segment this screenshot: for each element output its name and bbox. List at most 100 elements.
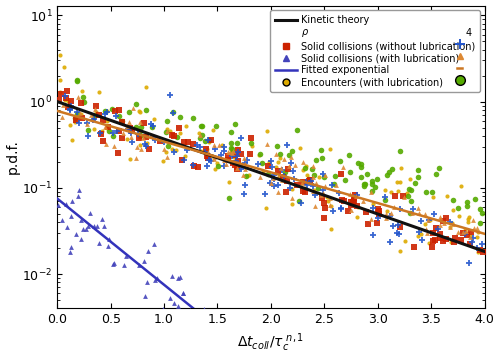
Point [72,117,80,123]
Point [344,208,352,214]
Point [202,146,210,152]
Point [341,177,349,183]
Point [362,210,370,215]
Point [78,115,86,121]
Point [338,198,345,203]
Point [154,275,162,281]
Point [476,220,484,226]
Point [368,231,376,237]
Point [92,103,100,109]
Point [326,147,334,152]
Point [134,136,142,141]
Point [168,132,176,138]
Point [146,146,154,152]
Point [293,182,301,188]
Point [270,176,278,182]
Point [99,117,107,123]
Point [204,155,212,161]
Point [128,139,136,144]
Point [176,114,184,120]
Point [216,335,224,341]
Point [194,131,202,136]
Point [200,138,208,144]
Point [100,223,108,229]
Point [60,98,68,103]
Point [322,194,330,199]
Point [459,230,467,236]
Point [90,223,98,229]
Point [274,174,282,180]
Point [357,175,365,180]
Point [459,229,467,235]
Point [100,138,108,144]
Point [227,140,235,146]
Point [66,249,74,255]
Point [136,119,144,125]
Point [115,128,123,134]
Point [118,118,126,124]
Point [60,64,68,70]
Point [354,204,362,210]
Point [428,238,436,244]
Point [173,134,181,140]
Point [174,275,182,281]
Point [294,198,302,204]
Point [202,163,210,169]
Point [368,188,376,194]
Point [395,231,403,237]
Point [414,174,422,179]
Point [112,113,120,119]
Point [381,187,389,193]
Point [193,142,201,148]
Point [288,186,296,192]
Point [426,217,434,223]
Point [208,137,216,143]
Point [368,181,376,187]
Point [70,119,78,125]
Point [442,215,450,221]
Text: 1: 1 [386,29,392,39]
Point [408,210,416,215]
Point [150,116,158,122]
Point [416,231,424,237]
Point [425,217,433,223]
Point [374,206,382,212]
Point [73,78,81,84]
Point [270,172,278,178]
Point [474,225,482,231]
Point [232,162,239,168]
Point [218,142,226,148]
Point [406,177,414,183]
Point [66,107,74,113]
Point [174,126,182,131]
Point [283,143,291,148]
Point [65,105,73,111]
Point [360,198,368,204]
Point [353,203,361,209]
Point [118,119,126,125]
Point [446,220,454,225]
Point [386,239,394,244]
Point [129,105,137,111]
Point [54,202,62,207]
Point [92,223,100,229]
Point [176,309,184,315]
Point [446,225,454,230]
Point [228,150,235,156]
Point [160,146,168,152]
Point [220,157,228,163]
Point [302,189,310,194]
Point [478,210,486,216]
Point [134,131,142,136]
Point [350,198,358,204]
Point [63,224,71,230]
Point [348,207,356,213]
Point [390,223,398,229]
Point [374,208,382,214]
Point [94,112,102,118]
Point [90,113,98,119]
Point [66,106,74,112]
Point [305,179,313,184]
Point [168,273,175,279]
Point [454,213,462,219]
